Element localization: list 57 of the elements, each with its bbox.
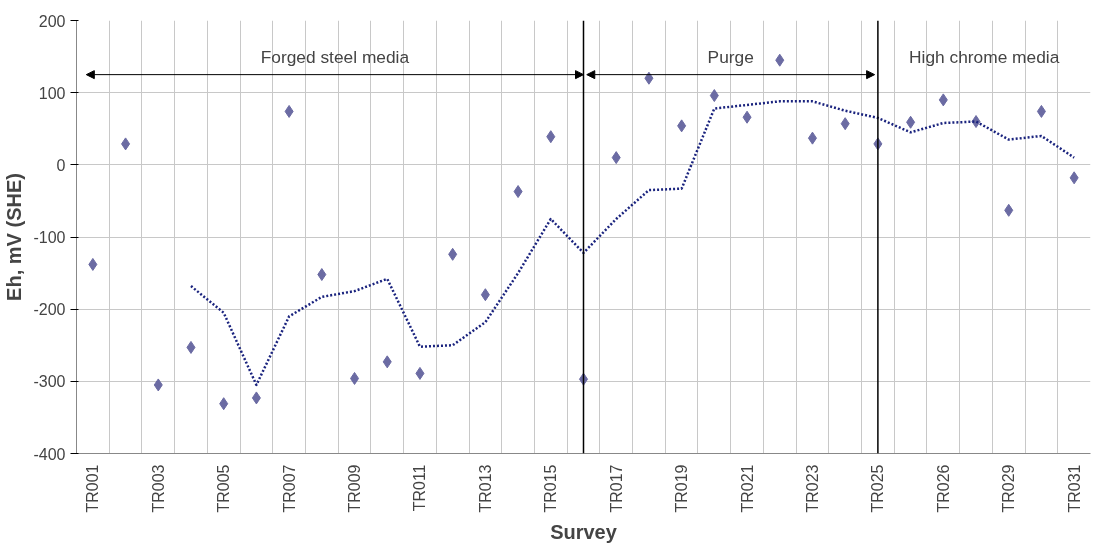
x-tick-label: TR017 xyxy=(607,464,625,513)
point xyxy=(121,137,131,151)
y-tick-label: 200 xyxy=(38,12,66,30)
x-tick-label: TR011 xyxy=(411,464,429,512)
x-tick-label: TR013 xyxy=(476,464,494,513)
y-tick-label: -200 xyxy=(33,301,66,319)
point xyxy=(350,371,360,385)
point xyxy=(677,119,687,133)
point xyxy=(807,131,817,145)
point xyxy=(513,185,523,199)
point xyxy=(186,340,196,354)
x-tick-label: TR026 xyxy=(934,464,952,513)
point xyxy=(1069,171,1079,185)
point xyxy=(709,89,719,103)
y-tick-label: 0 xyxy=(56,156,66,174)
point xyxy=(480,288,490,302)
point xyxy=(742,110,752,124)
annotation: Purge xyxy=(707,47,754,68)
x-tick-label: TR019 xyxy=(673,464,691,513)
point xyxy=(938,93,948,107)
annotation: Forged steel media xyxy=(260,47,410,68)
x-tick-label: TR029 xyxy=(1000,464,1018,513)
point xyxy=(251,391,261,405)
point xyxy=(415,366,425,380)
y-tick-label: 100 xyxy=(38,84,66,102)
y-tick-label: -400 xyxy=(33,445,66,463)
x-tick-label: TR021 xyxy=(738,464,756,513)
y-tick-label: -100 xyxy=(33,229,66,246)
x-tick-label: TR009 xyxy=(346,464,364,513)
point xyxy=(644,71,654,85)
point xyxy=(611,151,621,165)
point xyxy=(1004,203,1014,217)
point xyxy=(546,130,556,144)
y-tick-label: -300 xyxy=(33,373,66,391)
point xyxy=(88,257,98,271)
point xyxy=(840,117,850,131)
point xyxy=(284,104,294,118)
point xyxy=(1036,104,1046,118)
point xyxy=(448,247,458,261)
line-series xyxy=(189,100,1076,387)
point xyxy=(317,268,327,282)
x-axis-title: Survey xyxy=(550,520,618,543)
x-tick-label: TR001 xyxy=(84,464,102,513)
point xyxy=(219,397,229,411)
x-tick-label: TR031 xyxy=(1065,464,1083,513)
point xyxy=(382,355,392,369)
point xyxy=(153,378,163,392)
annotation: High chrome media xyxy=(909,47,1060,68)
x-tick-label: TR023 xyxy=(803,464,821,513)
x-tick-label: TR005 xyxy=(215,464,233,513)
x-tick-label: TR007 xyxy=(280,464,298,513)
x-tick-label: TR015 xyxy=(542,464,560,513)
y-axis-title: Eh, mV (SHE) xyxy=(3,173,26,301)
point xyxy=(775,53,785,67)
x-tick-label: TR025 xyxy=(869,464,887,513)
point xyxy=(906,115,916,129)
x-tick-label: TR003 xyxy=(149,464,167,513)
